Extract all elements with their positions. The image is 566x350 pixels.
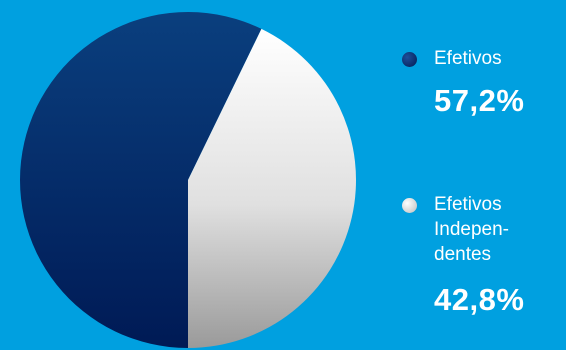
legend-value-efetivos: 57,2% [434, 83, 525, 118]
legend-dot-dark-icon [402, 52, 417, 67]
legend-item-efetivos: Efetivos 57,2% [402, 46, 552, 119]
legend-label-line: Efetivos [434, 194, 502, 215]
legend-value-efetivos-independentes: 42,8% [434, 282, 525, 317]
legend-label-line: dentes [434, 244, 492, 265]
pie-slice-efetivos-independentes [188, 28, 357, 349]
legend-label-efetivos-independentes: Efetivos Indepen- dentes [434, 192, 544, 267]
legend-item-efetivos-independentes: Efetivos Indepen- dentes 42,8% [402, 192, 552, 318]
pie-slice-efetivos [19, 11, 262, 349]
legend-label-line: Efetivos [434, 48, 502, 69]
legend-label-efetivos: Efetivos [434, 46, 544, 71]
legend-dot-light-icon [402, 198, 417, 213]
legend-label-line: Indepen- [434, 219, 510, 240]
